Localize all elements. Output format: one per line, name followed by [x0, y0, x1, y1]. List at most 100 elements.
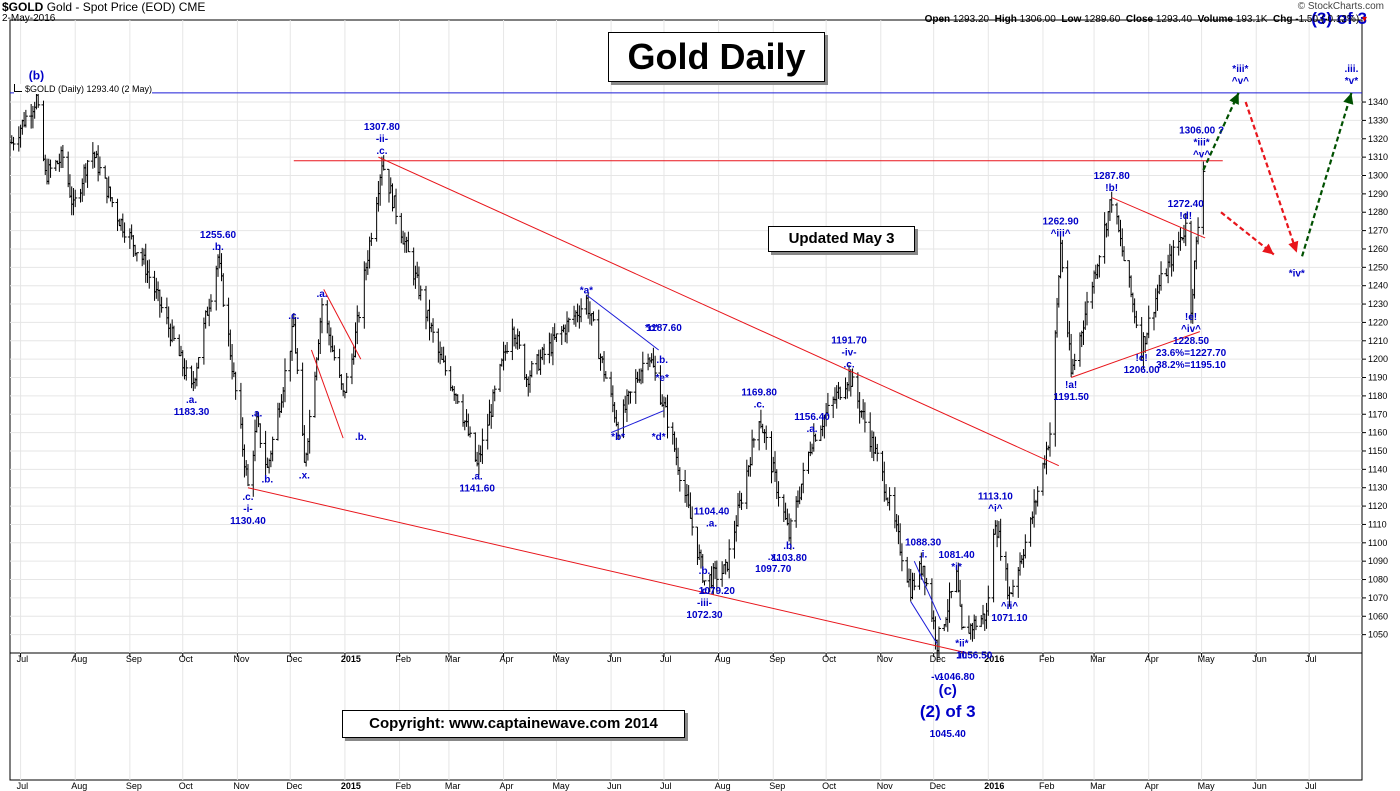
x-tick-label-bottom: Oct [179, 781, 194, 791]
wave-label: .a. [186, 395, 197, 406]
y-tick-label: 1240 [1368, 281, 1388, 291]
volume-label: Volume [1197, 14, 1233, 25]
trendline-red [1070, 331, 1200, 378]
x-tick-label-bottom: 2015 [341, 781, 361, 791]
x-tick-label-bottom: Oct [822, 781, 837, 791]
low-value: 1289.60 [1084, 14, 1121, 25]
y-tick-label: 1230 [1368, 299, 1388, 309]
y-tick-label: 1160 [1368, 428, 1387, 438]
y-tick-label: 1290 [1368, 189, 1388, 199]
forecast-arrow-red-head [1288, 240, 1299, 253]
wave-label: 1272.40 [1168, 199, 1205, 210]
x-tick-label-bottom: Feb [1039, 781, 1055, 791]
wave-label: 1307.80 [364, 122, 401, 133]
exchange: CME [178, 0, 206, 14]
trendline-blue [910, 601, 938, 645]
wave-label: 1103.80 [771, 553, 807, 564]
wave-label: .ii. [956, 651, 967, 662]
x-tick-label-bottom: May [1198, 781, 1216, 791]
trendline-blue [586, 294, 659, 351]
forecast-arrow-green-head [1343, 92, 1354, 105]
x-tick-label-top: Jun [607, 654, 622, 664]
y-tick-label: 1250 [1368, 262, 1388, 272]
symbol-text: $GOLD [2, 0, 44, 14]
wave-label: -ii- [376, 134, 388, 145]
x-tick-label-bottom: Dec [930, 781, 947, 791]
wave-label: .b. [783, 541, 795, 552]
wave-label: .c. [376, 146, 387, 157]
wave-label: *c* [645, 323, 658, 334]
ohlc-readout: Open 1293.20 High 1306.00 Low 1289.60 Cl… [925, 14, 1367, 25]
copyright-note: Copyright: www.captainewave.com 2014 [342, 710, 685, 738]
y-tick-label: 1180 [1368, 391, 1387, 401]
x-tick-label-bottom: Aug [715, 781, 731, 791]
wave-label: 1113.10 [978, 492, 1013, 503]
chart-title: Gold Daily [608, 32, 825, 82]
wave-label: *v* [1345, 76, 1358, 87]
chart-date: 2-May-2016 [2, 13, 56, 24]
wave-label: .b. [656, 355, 668, 366]
wave-label: 1046.80 [938, 672, 975, 683]
forecast-arrow-red [1220, 211, 1275, 256]
trendline-red [1111, 197, 1206, 239]
x-tick-label-top: Sep [769, 654, 785, 664]
x-tick-label-bottom: Aug [71, 781, 87, 791]
wave-label: ^iii^ [1051, 229, 1071, 240]
close-value: 1293.40 [1155, 14, 1193, 25]
x-tick-label-top: Jul [1305, 654, 1317, 664]
forecast-arrow-red-head [1262, 243, 1274, 255]
chg-label: Chg [1273, 14, 1293, 25]
x-tick-label-bottom: Apr [1145, 781, 1159, 791]
update-note: Updated May 3 [768, 226, 915, 252]
y-tick-label: 1320 [1368, 134, 1388, 144]
trendline-red [323, 289, 362, 360]
wave-label: *iii* [1232, 64, 1248, 75]
wave-label: ^ii^ [1001, 601, 1018, 612]
y-tick-label: 1070 [1368, 593, 1388, 603]
wave-label: 38.2%=1195.10 [1156, 360, 1226, 371]
wave-label: 1169.80 [741, 388, 777, 399]
forecast-arrow-red [1244, 101, 1298, 253]
x-tick-label-top: Aug [71, 654, 87, 664]
x-tick-label-top: Oct [179, 654, 194, 664]
x-tick-label-bottom: Mar [1090, 781, 1106, 791]
x-tick-label-bottom: Feb [396, 781, 412, 791]
wave-label: 23.6%=1227.70 [1156, 348, 1227, 359]
wave-label: .c. [754, 400, 765, 411]
close-label: Close [1125, 14, 1154, 25]
wave-label: *d* [652, 432, 666, 443]
y-tick-label: 1310 [1368, 152, 1388, 162]
x-tick-label-top: Nov [877, 654, 894, 664]
wave-label: .c. [699, 586, 710, 597]
y-tick-label: 1120 [1368, 501, 1387, 511]
y-tick-label: 1300 [1368, 171, 1388, 181]
y-tick-label: 1200 [1368, 354, 1388, 364]
x-tick-label-top: Aug [715, 654, 731, 664]
y-tick-label: 1130 [1368, 483, 1387, 493]
source-credit: © StockCharts.com [1297, 1, 1384, 12]
y-tick-label: 1280 [1368, 207, 1388, 217]
forecast-arrow-green [1202, 92, 1240, 171]
wave-label: *iv* [1289, 269, 1305, 280]
wave-label: 1071.10 [991, 613, 1028, 624]
wave-label: ^v^ [1232, 76, 1249, 87]
wave-label: 1156.40 [794, 412, 830, 423]
y-tick-label: 1220 [1368, 317, 1388, 327]
degree-label: (2) of 3 [920, 702, 976, 721]
degree-label: 1045.40 [930, 729, 967, 740]
trendline-red [310, 349, 344, 439]
x-tick-label-bottom: Jul [17, 781, 29, 791]
wave-label: .c. [843, 359, 854, 370]
x-tick-label-bottom: Jun [1252, 781, 1267, 791]
x-tick-label-bottom: Sep [126, 781, 142, 791]
wave-label: 1072.30 [686, 610, 723, 621]
wave-label: 1191.50 [1053, 392, 1089, 403]
wave-label: .a. [251, 408, 262, 419]
x-tick-label-top: Feb [396, 654, 412, 664]
y-tick-label: 1270 [1368, 226, 1388, 236]
wave-label: (b) [29, 68, 44, 82]
degree-label: (c) [939, 682, 957, 699]
x-tick-label-bottom: Nov [877, 781, 894, 791]
trendline-red [378, 156, 1060, 467]
trendline-blue [610, 410, 665, 434]
